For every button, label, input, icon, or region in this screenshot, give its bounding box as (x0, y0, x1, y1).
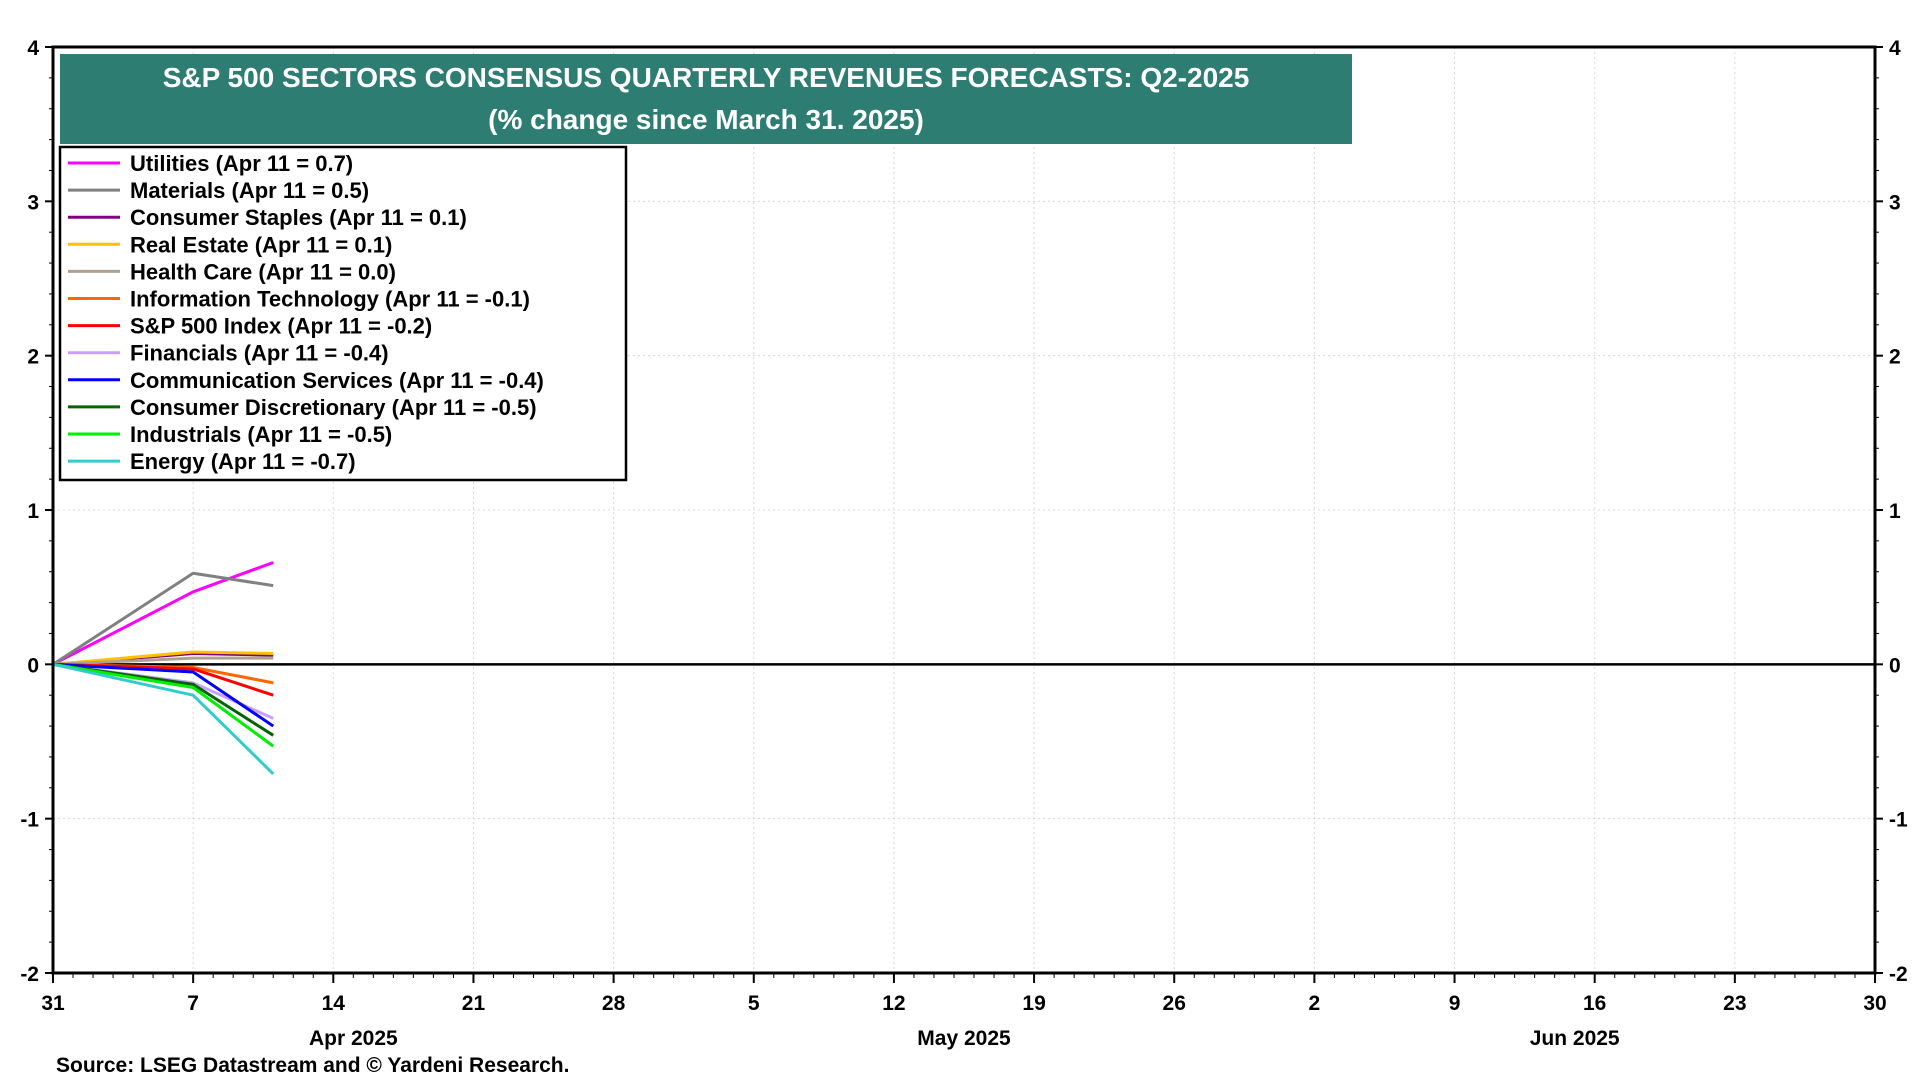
legend: Utilities (Apr 11 = 0.7)Materials (Apr 1… (58, 145, 628, 482)
y-tick-label-right: -1 (1889, 809, 1908, 832)
legend-label: Energy (Apr 11 = -0.7) (130, 449, 356, 474)
y-tick-label-left: 4 (27, 37, 39, 60)
y-tick-label-right: 2 (1889, 346, 1901, 369)
series-line (52, 650, 274, 666)
x-tick-label: 7 (187, 992, 199, 1015)
y-tick-label-left: 2 (27, 346, 39, 369)
title-background (60, 54, 1352, 144)
x-tick-label: 14 (322, 992, 346, 1015)
legend-label: Health Care (Apr 11 = 0.0) (130, 259, 396, 284)
legend-label: Industrials (Apr 11 = -0.5) (130, 422, 392, 447)
legend-box (58, 145, 628, 482)
y-tick-label-right: 1 (1889, 500, 1901, 523)
month-label: Apr 2025 (309, 1027, 398, 1050)
series-line (52, 662, 275, 748)
legend-label: Communication Services (Apr 11 = -0.4) (130, 368, 544, 393)
y-tick-label-left: 1 (27, 500, 39, 523)
x-tick-label: 21 (462, 992, 486, 1015)
series-line (52, 561, 274, 666)
legend-label: Materials (Apr 11 = 0.5) (130, 178, 369, 203)
y-tick-label-left: -2 (20, 963, 39, 986)
legend-label: Real Estate (Apr 11 = 0.1) (130, 232, 392, 257)
series-line (52, 662, 275, 728)
y-tick-label-left: -1 (20, 809, 39, 832)
x-tick-label: 31 (41, 992, 65, 1015)
source-note: Source: LSEG Datastream and © Yardeni Re… (56, 1054, 569, 1077)
chart-title: S&P 500 SECTORS CONSENSUS QUARTERLY REVE… (163, 62, 1250, 93)
series-lines (52, 561, 275, 775)
chart-subtitle: (% change since March 31. 2025) (488, 104, 924, 135)
y-tick-label-right: -2 (1889, 963, 1908, 986)
legend-label: Consumer Discretionary (Apr 11 = -0.5) (130, 395, 537, 420)
y-tick-label-left: 0 (27, 654, 39, 677)
x-tick-label: 12 (882, 992, 905, 1015)
legend-label: Financials (Apr 11 = -0.4) (130, 341, 389, 366)
y-tick-label-right: 4 (1889, 37, 1901, 60)
y-tick-label-right: 3 (1889, 191, 1901, 214)
grid-lines (53, 47, 1875, 973)
month-label: May 2025 (917, 1027, 1011, 1050)
legend-label: Information Technology (Apr 11 = -0.1) (130, 287, 530, 312)
axes: 31 7 14 21 28 5 12 19 26 2 9 16 23 304 43 32 21 10 0-1 -1-2… (20, 37, 1908, 1050)
x-tick-label: 26 (1163, 992, 1186, 1015)
y-tick-label-right: 0 (1889, 654, 1901, 677)
series-line (52, 656, 274, 666)
chart-title-banner: S&P 500 SECTORS CONSENSUS QUARTERLY REVE… (60, 54, 1352, 144)
series-line (52, 662, 275, 775)
y-tick-label-left: 3 (27, 191, 39, 214)
x-tick-label: 28 (602, 992, 626, 1015)
x-tick-label: 2 (1309, 992, 1321, 1015)
series-line (52, 571, 274, 666)
legend-label: Consumer Staples (Apr 11 = 0.1) (130, 205, 467, 230)
x-tick-label: 9 (1449, 992, 1461, 1015)
x-tick-label: 23 (1723, 992, 1746, 1015)
x-tick-label: 5 (748, 992, 760, 1015)
x-tick-label: 16 (1583, 992, 1606, 1015)
x-tick-label: 30 (1863, 992, 1886, 1015)
legend-label: S&P 500 Index (Apr 11 = -0.2) (130, 314, 432, 339)
legend-label: Utilities (Apr 11 = 0.7) (130, 151, 353, 176)
month-label: Jun 2025 (1530, 1027, 1620, 1050)
x-tick-label: 19 (1022, 992, 1045, 1015)
